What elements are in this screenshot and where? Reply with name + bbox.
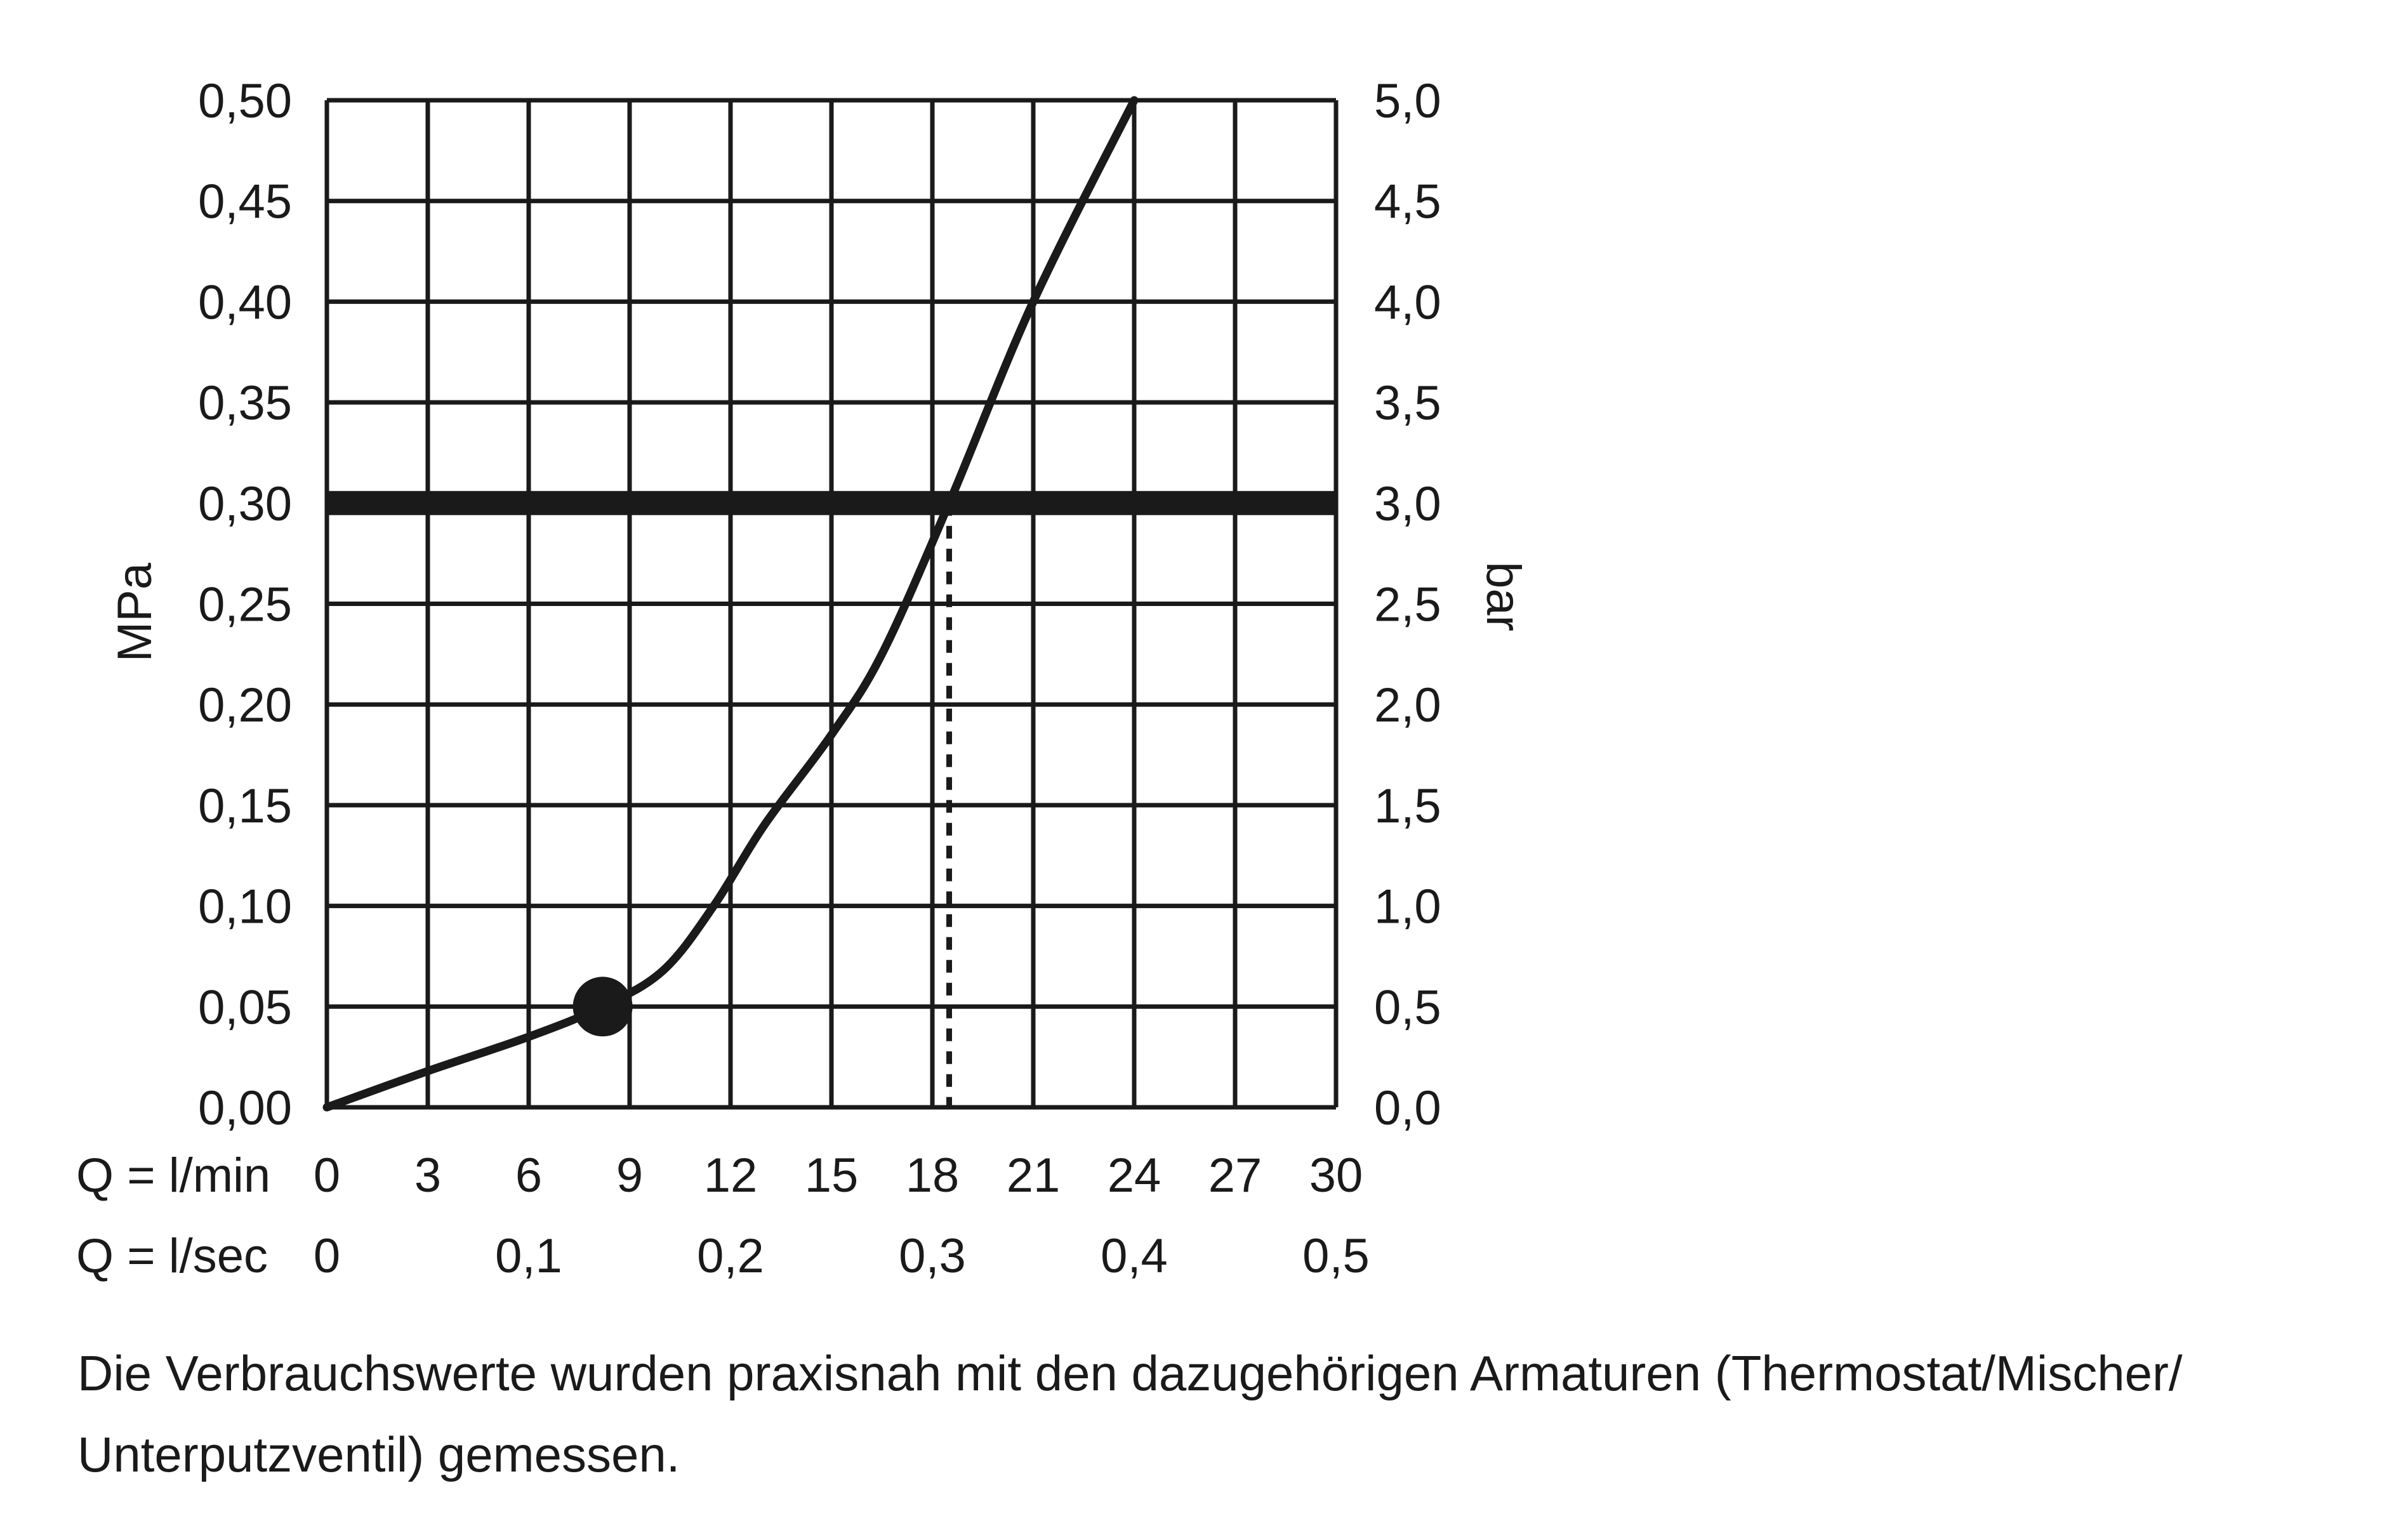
x-tick-label-10: 30 [1309, 1149, 1363, 1202]
y-left-tick-label-9: 0,45 [198, 175, 292, 229]
x-tick-label-1: 3 [414, 1149, 441, 1202]
y-right-tick-label-2: 1,0 [1374, 880, 1441, 934]
y-right-tick-label-1: 0,5 [1374, 980, 1441, 1034]
x2-tick-label-2: 0,2 [697, 1229, 764, 1283]
x-axis-label-lsec: Q = l/sec [76, 1229, 268, 1283]
y-right-tick-label-8: 4,0 [1374, 275, 1441, 329]
x-tick-label-4: 12 [704, 1149, 758, 1202]
y-right-tick-label-4: 2,0 [1374, 678, 1441, 732]
x-tick-label-5: 15 [805, 1149, 859, 1202]
y-right-tick-label-3: 1,5 [1374, 779, 1441, 833]
x2-tick-label-4: 0,4 [1101, 1229, 1168, 1283]
x2-tick-label-1: 0,1 [495, 1229, 562, 1283]
y-right-tick-label-7: 3,5 [1374, 376, 1441, 430]
y-right-tick-label-5: 2,5 [1374, 578, 1441, 632]
y-right-tick-label-0: 0,0 [1374, 1081, 1441, 1135]
series-line-0 [322, 96, 1139, 1112]
y-left-tick-label-10: 0,50 [198, 74, 292, 128]
y-right-tick-label-10: 5,0 [1374, 74, 1441, 128]
y-right-tick-label-9: 4,5 [1374, 175, 1441, 229]
y-axis-label-mpa: MPa [108, 562, 162, 662]
y-right-tick-label-6: 3,0 [1374, 477, 1441, 531]
x-tick-label-6: 18 [906, 1149, 960, 1202]
y-left-tick-label-7: 0,35 [198, 376, 292, 430]
x-tick-label-9: 27 [1208, 1149, 1262, 1202]
x-tick-label-3: 9 [616, 1149, 643, 1202]
series-group [322, 96, 1139, 1112]
reference-lines [327, 491, 1336, 1107]
grid [324, 98, 1339, 1110]
y-left-tick-label-6: 0,30 [198, 477, 292, 531]
x-tick-label-0: 0 [314, 1149, 340, 1202]
caption-line-1: Die Verbrauchswerte wurden praxisnah mit… [77, 1345, 2183, 1401]
caption: Die Verbrauchswerte wurden praxisnah mit… [77, 1333, 2362, 1495]
x-tick-label-7: 21 [1007, 1149, 1061, 1202]
y-left-tick-label-8: 0,40 [198, 275, 292, 329]
marker-point [572, 977, 633, 1037]
y-left-tick-label-4: 0,20 [198, 678, 292, 732]
x2-tick-label-3: 0,3 [899, 1229, 966, 1283]
y-left-tick-label-2: 0,10 [198, 880, 292, 934]
y-left-tick-label-1: 0,05 [198, 980, 292, 1034]
x2-tick-label-5: 0,5 [1302, 1229, 1370, 1283]
y-left-tick-label-3: 0,15 [198, 779, 292, 833]
flow-pressure-chart: 0,000,050,100,150,200,250,300,350,400,45… [76, 74, 1530, 1283]
caption-line-2: Unterputzventil) gemessen. [77, 1426, 680, 1482]
y-axis-label-bar: bar [1476, 562, 1530, 631]
x2-tick-label-0: 0 [314, 1229, 340, 1283]
x-tick-label-8: 24 [1108, 1149, 1161, 1202]
tick-labels: 0,000,050,100,150,200,250,300,350,400,45… [198, 74, 1441, 1283]
y-left-tick-label-0: 0,00 [198, 1081, 292, 1135]
y-left-tick-label-5: 0,25 [198, 578, 292, 632]
x-axis-label-lmin: Q = l/min [76, 1149, 270, 1202]
x-tick-label-2: 6 [515, 1149, 542, 1202]
